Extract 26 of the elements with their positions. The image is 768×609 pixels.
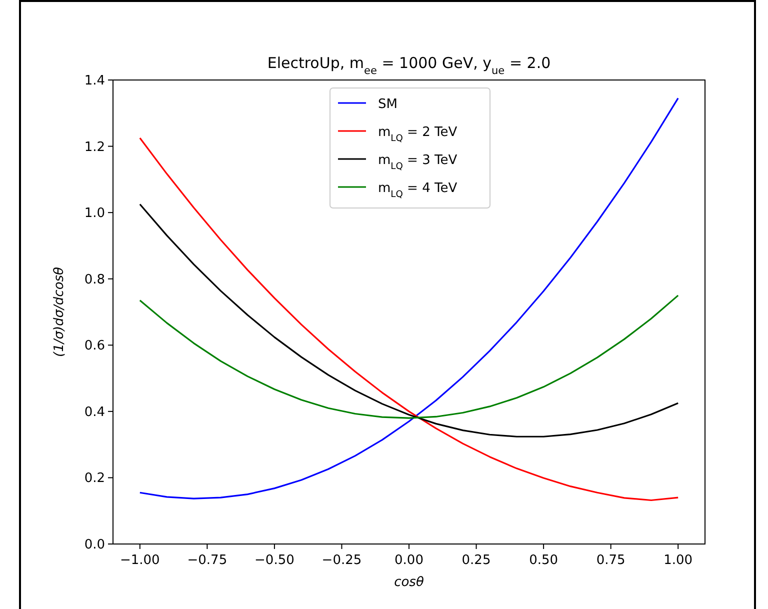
y-tick-label: 0.4 [84,404,105,420]
x-tick-label: 1.00 [664,553,693,568]
legend-label: SM [378,97,398,112]
y-tick-label: 0.6 [84,338,105,354]
y-tick-label: 1.4 [84,74,105,88]
y-tick-label: 0.2 [84,471,105,486]
x-tick-label: 0.75 [596,553,626,568]
line-series [139,203,679,438]
x-tick-label: −0.25 [322,553,362,568]
y-tick-label: 0.0 [84,538,105,552]
x-tick-label: 0.00 [394,553,424,568]
y-axis-title: (1/σ)dσ/dcosθ [52,266,67,357]
x-tick-label: −0.75 [187,553,228,568]
chart-title: ElectroUp, m$_{ee}$ = 1000 GeV, y$_{ue}$ = 2.0 [267,54,551,77]
x-axis-title: cosθ [394,575,424,590]
line-series [139,294,679,419]
legend-label: m$_{LQ}$ = 4 TeV [378,181,458,200]
x-tick-label: 0.50 [529,553,558,568]
legend-label: m$_{LQ}$ = 3 TeV [378,153,458,172]
x-tick-label: −0.50 [254,553,294,568]
y-tick-label: 0.8 [84,272,105,288]
x-tick-label: −1.00 [120,553,160,568]
y-tick-label: 1.0 [84,206,105,222]
x-tick-label: 0.25 [462,553,491,568]
y-tick-label: 1.2 [84,140,105,155]
legend-label: m$_{LQ}$ = 2 TeV [378,125,458,144]
